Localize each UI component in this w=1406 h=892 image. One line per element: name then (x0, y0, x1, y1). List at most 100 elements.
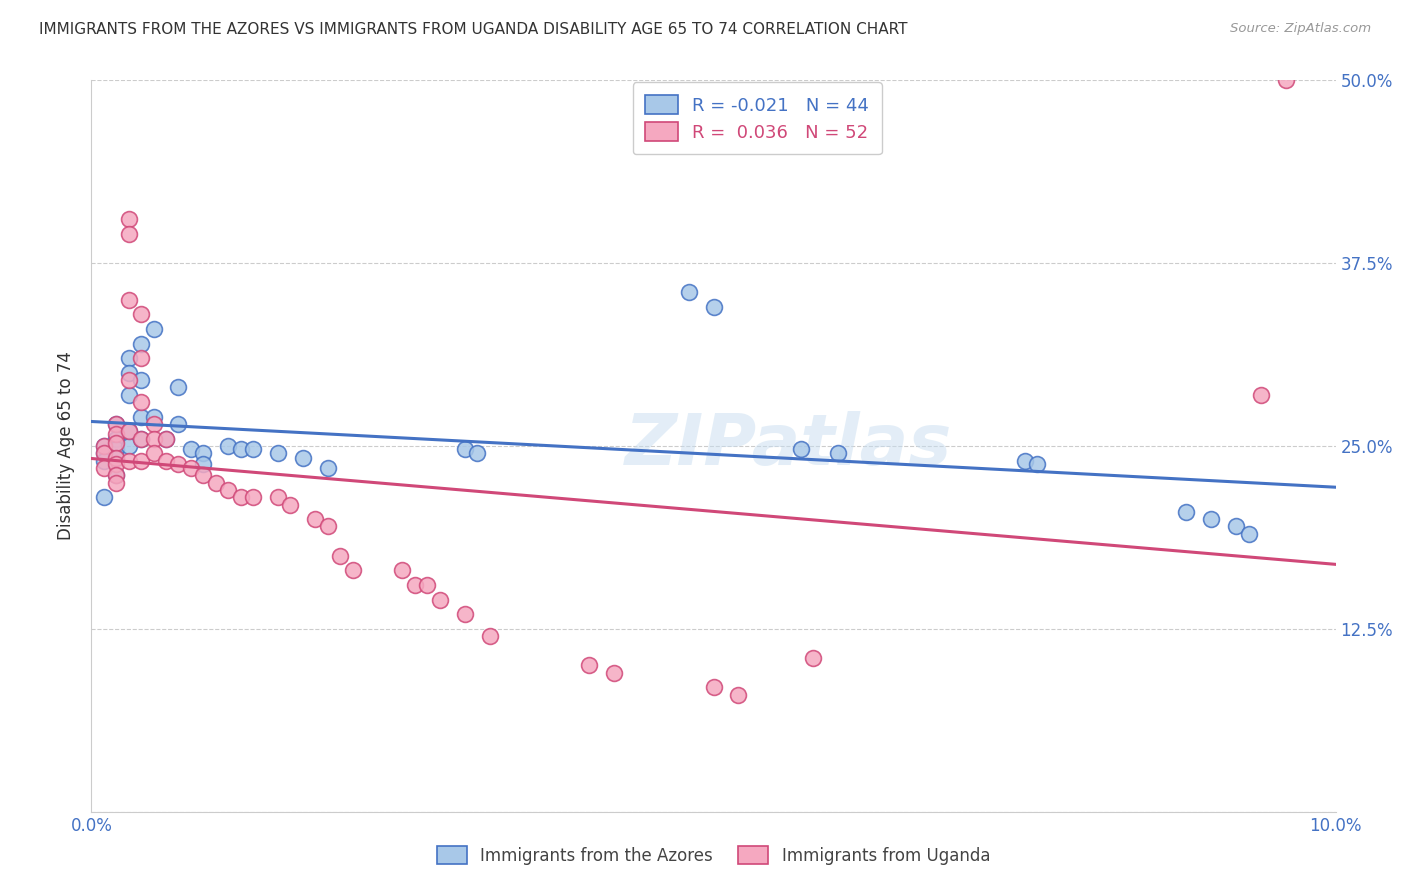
Point (578, 658, 600, 673)
Point (105, 450, 128, 465)
Point (678, 285, 700, 300)
Point (1250, 388, 1272, 402)
Point (453, 607, 475, 622)
Point (429, 592, 451, 607)
Point (702, 681, 725, 695)
Point (1237, 526, 1260, 541)
Point (93, 490, 115, 504)
Point (155, 432, 177, 446)
Point (242, 490, 264, 504)
Point (129, 453, 152, 467)
Point (118, 293, 141, 307)
Point (180, 461, 202, 475)
Point (391, 563, 413, 577)
Point (142, 322, 165, 336)
Point (453, 442, 475, 456)
Point (118, 212, 141, 227)
Point (291, 450, 314, 465)
Point (180, 442, 202, 456)
Point (229, 442, 252, 456)
Point (118, 425, 141, 439)
Point (129, 395, 152, 409)
Point (118, 388, 141, 402)
Point (304, 512, 326, 526)
Point (801, 651, 824, 665)
Point (1014, 453, 1036, 467)
Point (105, 475, 128, 490)
Point (1275, 73, 1298, 87)
Point (603, 665, 626, 680)
Legend: Immigrants from the Azores, Immigrants from Uganda: Immigrants from the Azores, Immigrants f… (429, 838, 998, 873)
Point (478, 629, 501, 643)
Text: IMMIGRANTS FROM THE AZORES VS IMMIGRANTS FROM UGANDA DISABILITY AGE 65 TO 74 COR: IMMIGRANTS FROM THE AZORES VS IMMIGRANTS… (39, 22, 908, 37)
Point (129, 336, 152, 351)
Y-axis label: Disability Age 65 to 74: Disability Age 65 to 74 (58, 351, 76, 541)
Point (827, 446, 849, 460)
Point (1175, 505, 1198, 519)
Point (93, 461, 115, 475)
Point (142, 409, 165, 424)
Point (167, 457, 190, 471)
Point (142, 417, 165, 431)
Point (129, 432, 152, 446)
Point (118, 373, 141, 387)
Point (118, 351, 141, 366)
Point (193, 457, 215, 471)
Point (105, 432, 128, 446)
Point (118, 425, 141, 439)
Point (93, 439, 115, 453)
Point (93, 446, 115, 460)
Point (118, 453, 141, 467)
Point (416, 578, 439, 592)
Point (267, 446, 290, 460)
Point (167, 417, 190, 431)
Point (205, 475, 228, 490)
Point (229, 490, 252, 504)
Text: ZIPatlas: ZIPatlas (624, 411, 952, 481)
Point (465, 446, 488, 460)
Point (118, 227, 141, 241)
Point (129, 432, 152, 446)
Point (93, 439, 115, 453)
Point (105, 427, 128, 442)
Point (155, 432, 177, 446)
Point (129, 307, 152, 321)
Point (105, 436, 128, 450)
Point (155, 453, 177, 467)
Point (316, 461, 339, 475)
Point (316, 519, 339, 533)
Point (193, 446, 215, 460)
Point (167, 380, 190, 394)
Point (129, 409, 152, 424)
Point (1026, 457, 1049, 471)
Point (193, 468, 215, 483)
Point (217, 483, 239, 497)
Point (105, 417, 128, 431)
Point (727, 688, 749, 702)
Point (93, 453, 115, 467)
Point (105, 457, 128, 471)
Point (342, 563, 364, 577)
Point (129, 373, 152, 387)
Point (280, 498, 302, 512)
Point (105, 468, 128, 483)
Point (105, 417, 128, 431)
Point (1201, 512, 1223, 526)
Text: Source: ZipAtlas.com: Source: ZipAtlas.com (1230, 22, 1371, 36)
Point (329, 549, 352, 563)
Point (105, 468, 128, 483)
Point (1225, 519, 1247, 533)
Point (702, 300, 725, 314)
Point (267, 490, 290, 504)
Point (118, 439, 141, 453)
Point (129, 351, 152, 366)
Point (93, 446, 115, 460)
Point (217, 439, 239, 453)
Point (105, 450, 128, 465)
Point (105, 442, 128, 456)
Point (142, 446, 165, 460)
Point (142, 432, 165, 446)
Point (789, 442, 811, 456)
Point (242, 442, 264, 456)
Point (404, 578, 426, 592)
